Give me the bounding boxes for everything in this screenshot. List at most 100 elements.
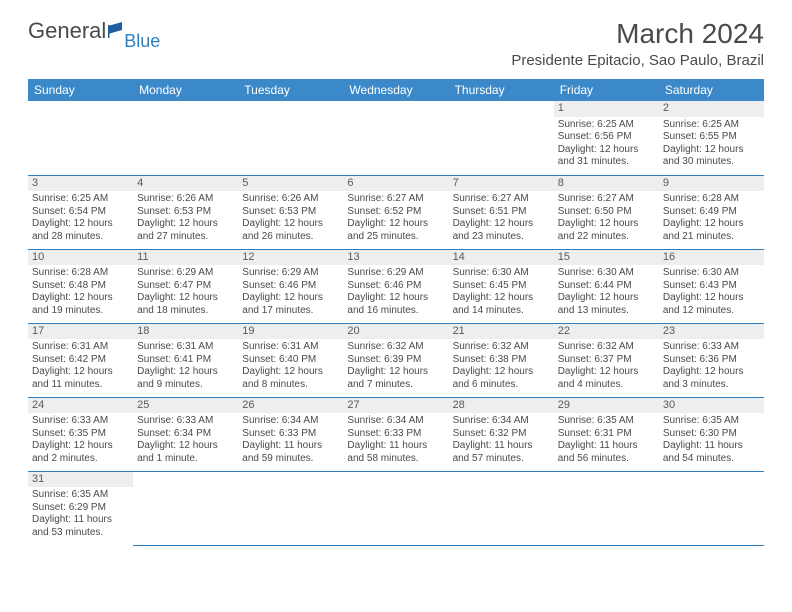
sunrise-text: Sunrise: 6:28 AM [32, 267, 129, 280]
calendar-week-row: 31Sunrise: 6:35 AMSunset: 6:29 PMDayligh… [28, 471, 764, 545]
sunset-text: Sunset: 6:33 PM [347, 428, 444, 441]
calendar-day-cell: 12Sunrise: 6:29 AMSunset: 6:46 PMDayligh… [238, 249, 343, 323]
weekday-header: Friday [554, 79, 659, 101]
daylight-text: Daylight: 11 hours and 59 minutes. [242, 440, 339, 465]
weekday-header: Tuesday [238, 79, 343, 101]
sunset-text: Sunset: 6:32 PM [453, 428, 550, 441]
sunset-text: Sunset: 6:51 PM [453, 206, 550, 219]
daylight-text: Daylight: 12 hours and 21 minutes. [663, 218, 760, 243]
day-number: 22 [554, 324, 659, 340]
sunset-text: Sunset: 6:37 PM [558, 354, 655, 367]
day-details: Sunrise: 6:29 AMSunset: 6:46 PMDaylight:… [347, 267, 444, 317]
calendar-table: Sunday Monday Tuesday Wednesday Thursday… [28, 79, 764, 546]
sunset-text: Sunset: 6:40 PM [242, 354, 339, 367]
calendar-day-cell: 13Sunrise: 6:29 AMSunset: 6:46 PMDayligh… [343, 249, 448, 323]
weekday-header: Wednesday [343, 79, 448, 101]
calendar-day-cell: 4Sunrise: 6:26 AMSunset: 6:53 PMDaylight… [133, 175, 238, 249]
calendar-day-cell: 31Sunrise: 6:35 AMSunset: 6:29 PMDayligh… [28, 471, 133, 545]
calendar-day-cell [554, 471, 659, 545]
day-number: 21 [449, 324, 554, 340]
sunrise-text: Sunrise: 6:32 AM [347, 341, 444, 354]
calendar-week-row: 24Sunrise: 6:33 AMSunset: 6:35 PMDayligh… [28, 397, 764, 471]
sunrise-text: Sunrise: 6:29 AM [137, 267, 234, 280]
daylight-text: Daylight: 12 hours and 6 minutes. [453, 366, 550, 391]
calendar-day-cell [28, 101, 133, 175]
sunset-text: Sunset: 6:34 PM [137, 428, 234, 441]
day-number: 12 [238, 250, 343, 266]
sunrise-text: Sunrise: 6:33 AM [137, 415, 234, 428]
sunset-text: Sunset: 6:42 PM [32, 354, 129, 367]
daylight-text: Daylight: 12 hours and 27 minutes. [137, 218, 234, 243]
daylight-text: Daylight: 11 hours and 56 minutes. [558, 440, 655, 465]
calendar-day-cell: 28Sunrise: 6:34 AMSunset: 6:32 PMDayligh… [449, 397, 554, 471]
day-details: Sunrise: 6:32 AMSunset: 6:39 PMDaylight:… [347, 341, 444, 391]
calendar-day-cell [238, 471, 343, 545]
daylight-text: Daylight: 12 hours and 2 minutes. [32, 440, 129, 465]
sunset-text: Sunset: 6:50 PM [558, 206, 655, 219]
day-number: 7 [449, 176, 554, 192]
daylight-text: Daylight: 12 hours and 7 minutes. [347, 366, 444, 391]
daylight-text: Daylight: 12 hours and 28 minutes. [32, 218, 129, 243]
calendar-day-cell: 10Sunrise: 6:28 AMSunset: 6:48 PMDayligh… [28, 249, 133, 323]
day-details: Sunrise: 6:29 AMSunset: 6:46 PMDaylight:… [242, 267, 339, 317]
day-number: 2 [659, 101, 764, 117]
sunrise-text: Sunrise: 6:25 AM [663, 119, 760, 132]
day-number: 18 [133, 324, 238, 340]
weekday-header: Thursday [449, 79, 554, 101]
sunset-text: Sunset: 6:48 PM [32, 280, 129, 293]
calendar-day-cell: 26Sunrise: 6:34 AMSunset: 6:33 PMDayligh… [238, 397, 343, 471]
calendar-day-cell: 20Sunrise: 6:32 AMSunset: 6:39 PMDayligh… [343, 323, 448, 397]
calendar-day-cell: 17Sunrise: 6:31 AMSunset: 6:42 PMDayligh… [28, 323, 133, 397]
sunset-text: Sunset: 6:45 PM [453, 280, 550, 293]
sunset-text: Sunset: 6:31 PM [558, 428, 655, 441]
calendar-day-cell [238, 101, 343, 175]
calendar-day-cell: 6Sunrise: 6:27 AMSunset: 6:52 PMDaylight… [343, 175, 448, 249]
daylight-text: Daylight: 12 hours and 22 minutes. [558, 218, 655, 243]
day-details: Sunrise: 6:28 AMSunset: 6:49 PMDaylight:… [663, 193, 760, 243]
title-block: March 2024 Presidente Epitacio, Sao Paul… [511, 18, 764, 69]
sunset-text: Sunset: 6:30 PM [663, 428, 760, 441]
day-number: 29 [554, 398, 659, 414]
day-details: Sunrise: 6:33 AMSunset: 6:34 PMDaylight:… [137, 415, 234, 465]
day-number: 19 [238, 324, 343, 340]
day-number: 24 [28, 398, 133, 414]
daylight-text: Daylight: 12 hours and 8 minutes. [242, 366, 339, 391]
calendar-day-cell [133, 471, 238, 545]
sunrise-text: Sunrise: 6:35 AM [32, 489, 129, 502]
daylight-text: Daylight: 12 hours and 18 minutes. [137, 292, 234, 317]
sunrise-text: Sunrise: 6:30 AM [663, 267, 760, 280]
day-number: 25 [133, 398, 238, 414]
sunrise-text: Sunrise: 6:33 AM [663, 341, 760, 354]
day-details: Sunrise: 6:35 AMSunset: 6:31 PMDaylight:… [558, 415, 655, 465]
weekday-header: Sunday [28, 79, 133, 101]
calendar-day-cell [659, 471, 764, 545]
sunrise-text: Sunrise: 6:30 AM [453, 267, 550, 280]
calendar-day-cell: 16Sunrise: 6:30 AMSunset: 6:43 PMDayligh… [659, 249, 764, 323]
day-details: Sunrise: 6:35 AMSunset: 6:30 PMDaylight:… [663, 415, 760, 465]
daylight-text: Daylight: 12 hours and 1 minute. [137, 440, 234, 465]
day-number: 8 [554, 176, 659, 192]
day-number: 1 [554, 101, 659, 117]
calendar-day-cell [449, 101, 554, 175]
sunrise-text: Sunrise: 6:27 AM [453, 193, 550, 206]
day-details: Sunrise: 6:25 AMSunset: 6:54 PMDaylight:… [32, 193, 129, 243]
day-details: Sunrise: 6:33 AMSunset: 6:36 PMDaylight:… [663, 341, 760, 391]
day-number: 9 [659, 176, 764, 192]
day-number: 23 [659, 324, 764, 340]
daylight-text: Daylight: 12 hours and 13 minutes. [558, 292, 655, 317]
sunset-text: Sunset: 6:55 PM [663, 131, 760, 144]
daylight-text: Daylight: 12 hours and 9 minutes. [137, 366, 234, 391]
sunset-text: Sunset: 6:49 PM [663, 206, 760, 219]
daylight-text: Daylight: 12 hours and 14 minutes. [453, 292, 550, 317]
daylight-text: Daylight: 11 hours and 54 minutes. [663, 440, 760, 465]
calendar-day-cell: 8Sunrise: 6:27 AMSunset: 6:50 PMDaylight… [554, 175, 659, 249]
calendar-week-row: 3Sunrise: 6:25 AMSunset: 6:54 PMDaylight… [28, 175, 764, 249]
day-number: 3 [28, 176, 133, 192]
day-number: 26 [238, 398, 343, 414]
day-number: 5 [238, 176, 343, 192]
month-title: March 2024 [511, 18, 764, 50]
calendar-day-cell: 23Sunrise: 6:33 AMSunset: 6:36 PMDayligh… [659, 323, 764, 397]
sunset-text: Sunset: 6:39 PM [347, 354, 444, 367]
sunset-text: Sunset: 6:36 PM [663, 354, 760, 367]
weekday-header: Saturday [659, 79, 764, 101]
